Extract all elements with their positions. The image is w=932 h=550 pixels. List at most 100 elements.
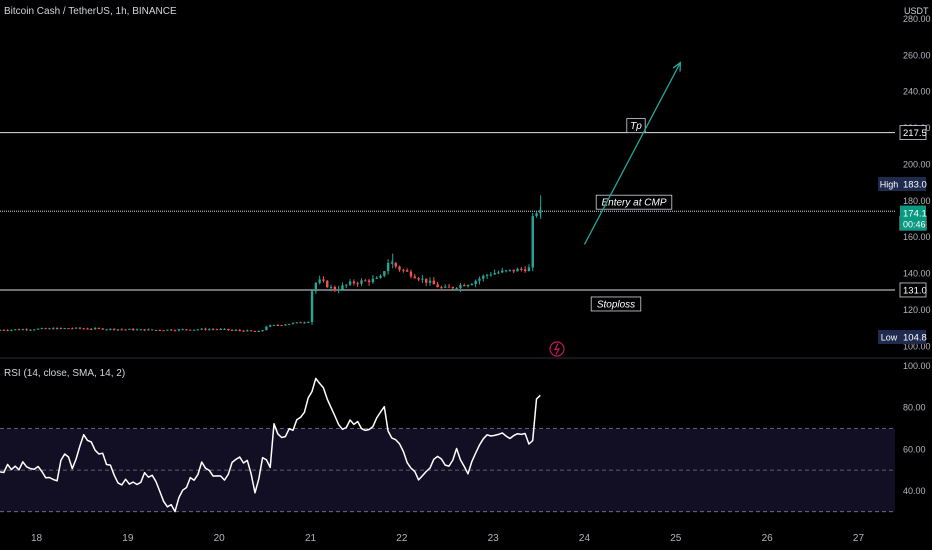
candle-body[interactable] (82, 328, 85, 330)
candle-body[interactable] (67, 328, 70, 330)
candle-body[interactable] (375, 277, 378, 279)
candle-body[interactable] (356, 283, 359, 285)
candle-body[interactable] (352, 281, 356, 284)
candle-body[interactable] (234, 329, 238, 331)
candle-body[interactable] (71, 328, 74, 330)
candle-body[interactable] (379, 275, 382, 278)
target-arrow-line[interactable] (583, 62, 681, 245)
candle-body[interactable] (215, 329, 219, 331)
tp-price-tag[interactable]: 217.5 (899, 125, 927, 141)
candle-body[interactable] (40, 328, 44, 330)
candle-body[interactable] (303, 322, 306, 324)
candle-body[interactable] (516, 268, 519, 272)
candle-body[interactable] (90, 328, 93, 330)
candle-body[interactable] (185, 329, 188, 331)
candle-body[interactable] (131, 328, 135, 331)
candle-body[interactable] (417, 278, 420, 280)
candle-body[interactable] (436, 284, 439, 288)
candle-body[interactable] (447, 286, 451, 288)
candle-body[interactable] (398, 266, 401, 270)
candle-body[interactable] (177, 329, 181, 331)
candle-body[interactable] (192, 329, 196, 331)
candle-body[interactable] (253, 330, 257, 332)
candle-body[interactable] (52, 328, 55, 330)
candle-body[interactable] (78, 327, 82, 329)
candle-body[interactable] (227, 328, 230, 330)
candle-body[interactable] (55, 327, 59, 330)
candle-body[interactable] (2, 329, 6, 331)
candle-body[interactable] (265, 326, 268, 331)
candle-body[interactable] (295, 322, 299, 324)
candle-body[interactable] (63, 328, 66, 330)
candle-body[interactable] (405, 270, 409, 272)
low-tag[interactable]: Low 104.8 (878, 330, 927, 344)
candle-body[interactable] (402, 269, 405, 271)
candle-body[interactable] (440, 287, 443, 289)
candle-body[interactable] (0, 329, 2, 331)
candle-body[interactable] (432, 280, 436, 285)
candle-body[interactable] (276, 324, 279, 326)
candle-body[interactable] (409, 271, 413, 277)
candle-body[interactable] (310, 291, 314, 322)
candle-body[interactable] (470, 284, 474, 286)
candle-body[interactable] (139, 329, 142, 331)
candle-body[interactable] (211, 329, 215, 331)
candle-body[interactable] (6, 330, 9, 332)
candle-body[interactable] (242, 330, 245, 332)
candle-body[interactable] (33, 329, 36, 331)
candle-body[interactable] (59, 327, 63, 329)
candle-body[interactable] (371, 278, 375, 283)
tp-label[interactable]: Tp (626, 118, 646, 134)
candle-body[interactable] (482, 275, 485, 279)
candle-body[interactable] (364, 280, 367, 282)
candle-body[interactable] (307, 321, 310, 323)
candle-body[interactable] (261, 330, 264, 332)
candle-body[interactable] (170, 329, 173, 331)
candle-body[interactable] (535, 213, 538, 217)
candle-body[interactable] (424, 278, 428, 283)
candle-body[interactable] (208, 329, 211, 331)
candle-body[interactable] (504, 270, 508, 272)
candle-body[interactable] (523, 269, 527, 272)
candle-body[interactable] (463, 285, 466, 287)
candle-body[interactable] (291, 322, 295, 324)
rsi-pane[interactable]: 40.00 60.00 80.00 100.00 (0, 361, 931, 513)
candle-body[interactable] (497, 272, 500, 274)
candle-body[interactable] (246, 330, 249, 332)
candle-body[interactable] (474, 280, 477, 285)
candles[interactable] (0, 195, 542, 333)
candle-body[interactable] (36, 328, 40, 330)
candle-body[interactable] (181, 329, 184, 331)
candle-body[interactable] (14, 329, 17, 331)
candle-body[interactable] (493, 273, 496, 275)
candle-body[interactable] (249, 330, 253, 332)
candle-body[interactable] (86, 328, 89, 330)
candle-body[interactable] (128, 328, 131, 330)
candle-body[interactable] (25, 329, 28, 331)
candle-body[interactable] (314, 282, 318, 292)
candle-body[interactable] (74, 327, 78, 329)
candle-body[interactable] (413, 276, 416, 279)
candle-body[interactable] (10, 329, 13, 331)
candle-body[interactable] (367, 280, 371, 283)
rsi-legend[interactable]: RSI (14, close, SMA, 14, 2) (4, 368, 126, 379)
candle-body[interactable] (329, 286, 333, 288)
candle-body[interactable] (116, 329, 120, 331)
candle-body[interactable] (333, 286, 337, 291)
candle-body[interactable] (280, 325, 283, 327)
candle-body[interactable] (531, 216, 534, 268)
candle-body[interactable] (501, 270, 504, 273)
high-tag[interactable]: High 183.0 (878, 177, 927, 191)
candle-body[interactable] (318, 279, 321, 283)
entry-label[interactable]: Entery at CMP (595, 194, 673, 210)
candle-body[interactable] (284, 324, 287, 326)
current-price-tag[interactable]: 174.100:46 (900, 205, 927, 231)
candle-body[interactable] (348, 281, 352, 285)
candle-body[interactable] (345, 284, 348, 286)
candle-body[interactable] (219, 328, 222, 330)
time-axis[interactable]: 18 19 20 21 22 23 24 25 26 27 (31, 533, 865, 544)
candle-body[interactable] (112, 328, 116, 330)
candle-body[interactable] (147, 329, 150, 331)
